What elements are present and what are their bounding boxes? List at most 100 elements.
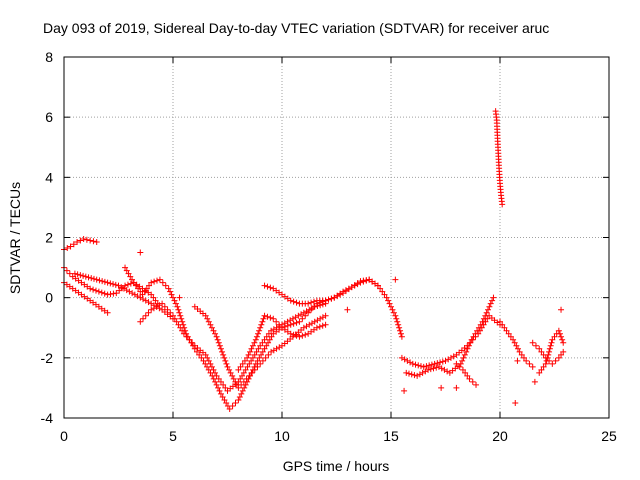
data-point-track-b	[98, 289, 105, 296]
data-point-track-e	[261, 345, 268, 352]
data-point-track-n	[538, 348, 545, 355]
data-point-track-i	[354, 281, 361, 288]
data-point-isolated	[453, 384, 460, 391]
data-point-track-g	[243, 375, 250, 382]
data-point-track-e	[388, 303, 394, 310]
data-point-track-j	[442, 357, 449, 364]
data-point-track-f	[210, 366, 217, 373]
data-point-track-k	[470, 333, 477, 340]
data-point-track-n	[555, 354, 562, 361]
data-point-track-e	[229, 402, 236, 409]
data-point-track-h	[241, 357, 248, 364]
data-point-track-g	[322, 312, 329, 319]
data-point-track-g	[306, 321, 313, 328]
data-point-track-d	[99, 278, 106, 285]
data-point-track-d	[126, 288, 133, 295]
data-point-track-o	[545, 351, 552, 358]
x-axis-label: GPS time / hours	[283, 458, 390, 474]
data-point-track-f	[179, 327, 186, 334]
data-point-track-d	[104, 279, 111, 286]
data-point-track-f	[255, 345, 262, 352]
data-point-track-f	[217, 378, 224, 385]
data-point-track-g	[229, 372, 236, 379]
data-point-track-k	[467, 339, 474, 346]
data-point-track-f	[145, 309, 152, 316]
data-point-track-e	[196, 351, 203, 358]
data-point-track-h	[296, 333, 303, 340]
data-point-track-g	[202, 312, 209, 319]
data-point-track-f	[261, 336, 268, 343]
data-point-isolated	[512, 399, 519, 406]
data-point-track-i	[342, 287, 349, 294]
data-point-track-e	[212, 378, 219, 385]
data-point-track-h	[264, 313, 271, 320]
data-point-track-o	[544, 354, 551, 361]
data-point-track-k	[461, 351, 468, 358]
data-point-track-h	[259, 318, 266, 325]
data-point-track-e	[156, 276, 163, 283]
data-point-track-a	[67, 243, 74, 250]
data-point-track-h	[256, 327, 263, 334]
data-point-track-e	[393, 315, 400, 322]
data-point-track-f	[204, 354, 211, 361]
data-point-track-k	[405, 370, 412, 377]
data-point-track-j	[439, 358, 446, 365]
data-point-track-g	[219, 348, 226, 355]
data-point-track-m	[514, 345, 521, 352]
data-point-track-f	[265, 330, 272, 337]
data-point-track-o	[560, 339, 567, 346]
data-point-track-f	[292, 314, 299, 321]
data-point-track-j	[401, 356, 408, 363]
data-point-track-b	[66, 270, 73, 277]
data-point-track-e	[125, 270, 132, 277]
data-point-track-b	[92, 287, 99, 294]
y-tick-label: 6	[45, 109, 53, 125]
data-point-track-e	[215, 384, 222, 391]
data-point-track-b	[122, 282, 129, 289]
y-tick-label: -4	[41, 410, 54, 426]
data-point-track-e	[171, 297, 178, 304]
data-point-track-g	[308, 320, 315, 327]
data-point-isolated	[531, 378, 538, 385]
data-point-track-i	[287, 297, 294, 304]
data-point-track-e	[296, 318, 303, 325]
data-point-track-h	[316, 323, 323, 330]
data-point-track-g	[246, 372, 253, 379]
data-point-track-e	[198, 354, 205, 361]
data-point-track-e	[221, 396, 228, 403]
data-point-track-m	[520, 354, 527, 361]
data-point-track-g	[259, 357, 266, 364]
data-point-track-f	[153, 303, 160, 310]
data-point-track-e	[381, 291, 388, 298]
data-point-track-b	[104, 291, 111, 298]
data-point-track-f	[215, 375, 222, 382]
data-point-track-k	[411, 372, 418, 379]
data-point-track-g	[257, 360, 264, 367]
data-point-track-n	[529, 339, 536, 346]
data-point-track-m	[518, 351, 525, 358]
data-point-track-f	[287, 317, 294, 324]
data-point-track-g	[222, 357, 229, 364]
data-point-track-k	[438, 365, 445, 372]
data-point-track-k	[427, 366, 434, 373]
data-point-track-f	[177, 324, 184, 331]
data-point-track-e	[236, 393, 243, 400]
data-point-track-i	[293, 299, 300, 306]
data-point-track-g	[249, 369, 256, 376]
data-point-track-g	[314, 317, 321, 324]
data-point-track-o	[538, 366, 545, 373]
data-point-track-d	[131, 291, 138, 298]
data-point-track-f	[213, 372, 220, 379]
data-point-track-e	[239, 387, 246, 394]
data-point-track-h	[253, 333, 260, 340]
data-point-track-k	[477, 321, 484, 328]
data-point-track-f	[239, 372, 246, 379]
x-tick-label: 0	[60, 428, 68, 444]
data-point-track-e	[377, 285, 384, 292]
data-point-track-e	[397, 330, 404, 337]
data-point-track-f	[164, 306, 171, 313]
data-point-track-e	[266, 336, 273, 343]
data-point-track-l	[466, 375, 473, 382]
data-point-track-n	[549, 360, 556, 367]
